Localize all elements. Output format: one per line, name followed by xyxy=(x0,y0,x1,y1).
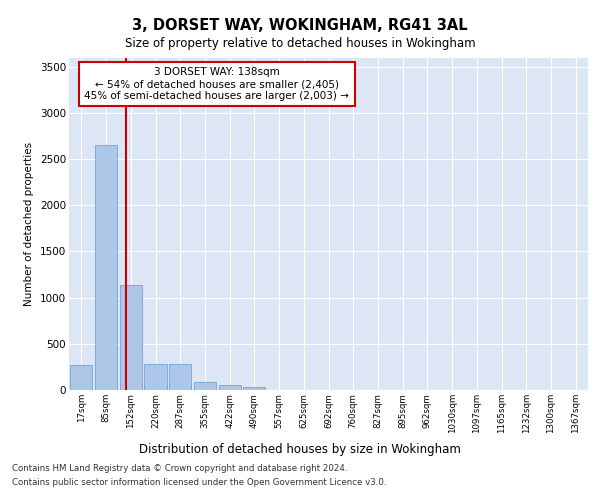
Bar xyxy=(194,382,216,390)
Bar xyxy=(145,364,167,390)
Text: Contains public sector information licensed under the Open Government Licence v3: Contains public sector information licen… xyxy=(12,478,386,487)
Bar xyxy=(243,387,265,390)
Text: 3 DORSET WAY: 138sqm
← 54% of detached houses are smaller (2,405)
45% of semi-de: 3 DORSET WAY: 138sqm ← 54% of detached h… xyxy=(85,68,349,100)
Bar xyxy=(95,145,117,390)
Bar xyxy=(119,284,142,390)
Text: Contains HM Land Registry data © Crown copyright and database right 2024.: Contains HM Land Registry data © Crown c… xyxy=(12,464,347,473)
Text: Size of property relative to detached houses in Wokingham: Size of property relative to detached ho… xyxy=(125,38,475,51)
Bar xyxy=(169,364,191,390)
Bar xyxy=(70,365,92,390)
Y-axis label: Number of detached properties: Number of detached properties xyxy=(25,142,34,306)
Text: 3, DORSET WAY, WOKINGHAM, RG41 3AL: 3, DORSET WAY, WOKINGHAM, RG41 3AL xyxy=(132,18,468,32)
Text: Distribution of detached houses by size in Wokingham: Distribution of detached houses by size … xyxy=(139,442,461,456)
Bar xyxy=(218,385,241,390)
